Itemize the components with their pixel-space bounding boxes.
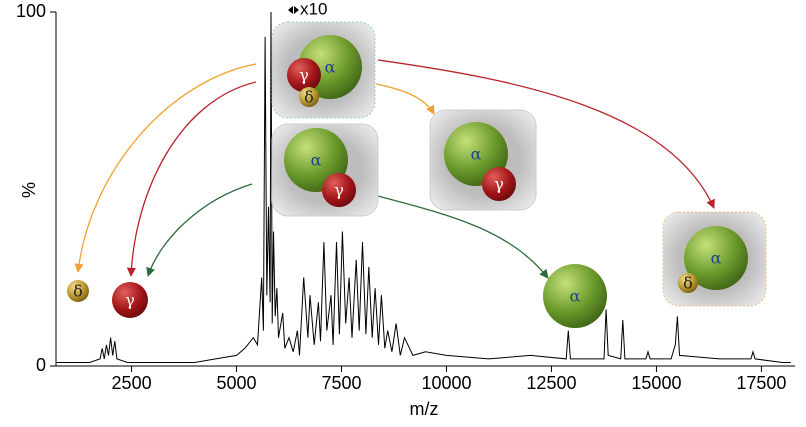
x-tick-label: 7500 bbox=[321, 373, 361, 393]
plot-area: 2500 5000 7500 10000 12500 15000 17500 0 100 bbox=[16, 1, 795, 393]
arrow bbox=[375, 83, 435, 115]
subunit-label: γ bbox=[494, 175, 504, 194]
subunit-delta bbox=[67, 280, 89, 302]
subunit-label: δ bbox=[304, 88, 314, 107]
y-tick-label: 100 bbox=[16, 1, 46, 21]
x-tick-label: 10000 bbox=[421, 373, 471, 393]
x-tick-label: 17500 bbox=[736, 373, 786, 393]
scale-marker bbox=[288, 6, 299, 14]
subunit-label: α bbox=[325, 58, 336, 77]
subunit-label: δ bbox=[73, 282, 83, 301]
annotation: x10 bbox=[300, 0, 327, 18]
x-tick-label: 15000 bbox=[631, 373, 681, 393]
subunit-label: γ bbox=[299, 66, 309, 85]
subunit-delta bbox=[299, 87, 319, 107]
x-tick-label: 2500 bbox=[112, 373, 152, 393]
spectrum-line bbox=[56, 11, 791, 363]
subunit-label: α bbox=[570, 287, 581, 306]
subunit-label: α bbox=[711, 249, 722, 268]
subunit-label: γ bbox=[125, 291, 135, 310]
x-axis-label: m/z bbox=[410, 399, 439, 419]
arrows bbox=[74, 59, 715, 279]
subunit-delta bbox=[678, 273, 698, 293]
arrow bbox=[74, 63, 257, 273]
arrow bbox=[377, 59, 715, 209]
x-tick-label: 5000 bbox=[217, 373, 257, 393]
subunit-label: γ bbox=[334, 181, 344, 200]
subunit-alpha bbox=[684, 226, 748, 290]
subunit-gamma bbox=[287, 58, 321, 92]
y-tick-label: 0 bbox=[36, 355, 46, 375]
subunit-gamma bbox=[482, 167, 516, 201]
arrow bbox=[126, 81, 257, 277]
x-tick-label: 12500 bbox=[526, 373, 576, 393]
arrow bbox=[377, 195, 549, 279]
subunit-gamma bbox=[112, 282, 148, 318]
y-axis-label: % bbox=[19, 182, 39, 198]
subunit-gamma bbox=[322, 173, 356, 207]
subunit-label: α bbox=[311, 151, 322, 170]
arrow bbox=[146, 183, 253, 277]
subunit-label: α bbox=[471, 145, 482, 164]
subunit-alpha bbox=[543, 264, 607, 328]
subunit-label: δ bbox=[683, 274, 693, 293]
